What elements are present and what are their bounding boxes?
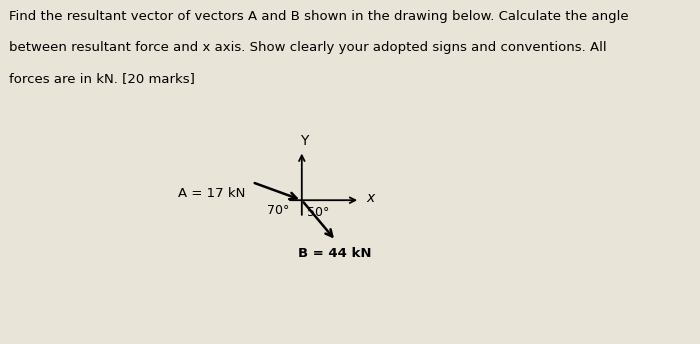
Text: x: x bbox=[367, 191, 375, 205]
Text: 70°: 70° bbox=[267, 204, 289, 217]
Text: Find the resultant vector of vectors A and B shown in the drawing below. Calcula: Find the resultant vector of vectors A a… bbox=[9, 10, 629, 23]
Text: Y: Y bbox=[300, 134, 309, 148]
Text: between resultant force and x axis. Show clearly your adopted signs and conventi: between resultant force and x axis. Show… bbox=[9, 41, 607, 54]
Text: 50°: 50° bbox=[307, 206, 329, 219]
Text: B = 44 kN: B = 44 kN bbox=[298, 247, 371, 260]
Text: A = 17 kN: A = 17 kN bbox=[178, 187, 246, 201]
Text: forces are in kN. [20 marks]: forces are in kN. [20 marks] bbox=[9, 72, 195, 85]
